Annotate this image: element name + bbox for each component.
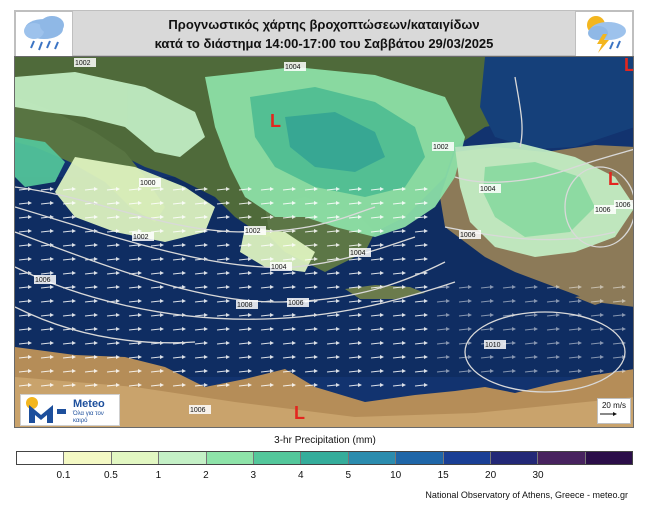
meteo-logo: Meteo Όλα για τον καιρό: [20, 394, 120, 426]
isobar-label: 1008: [237, 302, 253, 309]
precipitation-map[interactable]: 1002 1004 1000 1002 1004 1002 1004 1002 1006 1006…: [14, 56, 634, 428]
title-line-2: κατά το διάστημα 14:00-17:00 του Σαββάτο…: [154, 36, 494, 51]
title-line-1: Προγνωστικός χάρτης βροχοπτώσεων/καταιγί…: [168, 17, 480, 32]
isobar-label-bg: [270, 262, 292, 271]
legend-tick: 4: [297, 470, 304, 481]
isobar-label-bg: [74, 58, 96, 67]
isobar-labels: 1002 1004 1000 1002 1004 1002 1004 1002 1006 1006…: [34, 58, 633, 414]
legend-color-7: [348, 452, 397, 464]
legend-color-12: [585, 452, 633, 464]
legend-color-9: [443, 452, 491, 464]
isobar-label-bg: [614, 200, 633, 209]
isobar-label-bg: [349, 248, 371, 257]
meteo-logo-mark: [26, 397, 66, 423]
isobar-label-bg: [484, 340, 506, 349]
isobar-label: 1004: [271, 264, 287, 271]
legend-color-1: [64, 452, 112, 464]
isobar-label: 1004: [350, 250, 366, 257]
legend-color-2: [111, 452, 160, 464]
legend-tick: 15: [437, 470, 449, 481]
isobar-label: 1002: [133, 234, 149, 241]
legend-color-5: [253, 452, 302, 464]
black-sea: [480, 57, 633, 149]
isobar-label: 1006: [615, 202, 631, 209]
wind-scale-arrow-icon: [600, 412, 617, 416]
low-marker-south: L: [294, 403, 305, 423]
desert-shade: [15, 377, 633, 427]
isobar-label-bg: [132, 232, 154, 241]
isobar-label: 1004: [480, 186, 496, 193]
legend-color-6: [301, 452, 349, 464]
logo-word: Meteo: [73, 398, 105, 410]
isobar-label-bg: [34, 275, 56, 284]
legend-tick: 5: [345, 470, 351, 481]
isobar-label: 1002: [245, 228, 261, 235]
isobar-label: 1010: [485, 342, 501, 349]
isobar-label: 1000: [140, 180, 156, 187]
legend-color-0: [17, 452, 65, 464]
legend-color-3: [159, 452, 207, 464]
isobar-label-bg: [287, 298, 309, 307]
low-marker-north: L: [270, 111, 281, 131]
low-marker-corner: L: [624, 57, 634, 75]
isobar-label-bg: [189, 405, 211, 414]
wind-scale-label: 20 m/s: [601, 401, 626, 410]
legend-tick: 10: [390, 470, 402, 481]
isobar-label-bg: [244, 226, 266, 235]
isobar-label-bg: [284, 62, 306, 71]
wind-scale: 20 m/s: [597, 398, 631, 424]
isobar-label-bg: [594, 205, 616, 214]
isobar-label-bg: [459, 230, 481, 239]
legend-tick: 1: [155, 470, 162, 481]
rain-cloud-icon: [15, 11, 73, 57]
thunderstorm-cloud-icon: [575, 11, 633, 57]
isobar-label-bg: [236, 300, 258, 309]
isobar-label-bg: [479, 184, 501, 193]
legend-tick: 30: [532, 470, 544, 481]
wind-arrows: [15, 187, 435, 387]
isobar-label: 1006: [190, 407, 206, 414]
legend-color-bar: [16, 451, 633, 465]
isobar-label-bg: [139, 178, 161, 187]
map-header: Προγνωστικός χάρτης βροχοπτώσεων/καταιγί…: [14, 10, 634, 57]
credit-text: National Observatory of Athens, Greece -…: [425, 490, 628, 500]
legend-tick: 0.1: [56, 470, 71, 481]
isobar-label: 1006: [595, 207, 611, 214]
isobar-label-bg: [432, 142, 454, 151]
isobar-label: 1002: [75, 60, 91, 67]
legend-color-4: [206, 452, 254, 464]
low-marker-east: L: [608, 169, 619, 189]
legend-color-8: [396, 452, 444, 464]
isobar-label: 1006: [288, 300, 304, 307]
logo-slogan: Όλα για τον καιρό: [73, 411, 104, 424]
legend-tick: 20: [485, 470, 497, 481]
legend-color-10: [490, 452, 539, 464]
isobar-label: 1002: [433, 144, 449, 151]
legend-color-11: [538, 452, 586, 464]
legend-title: 3-hr Precipitation (mm): [274, 435, 376, 446]
wind-arrows-east: [435, 277, 633, 377]
isobar-label: 1004: [285, 64, 301, 71]
legend-tick: 3: [250, 470, 257, 481]
legend-tick: 0.5: [103, 470, 118, 481]
isobar-label: 1006: [460, 232, 476, 239]
legend-tick: 2: [203, 470, 209, 481]
map-title: Προγνωστικός χάρτης βροχοπτώσεων/καταιγί…: [85, 15, 563, 53]
isobar-label: 1006: [35, 277, 51, 284]
